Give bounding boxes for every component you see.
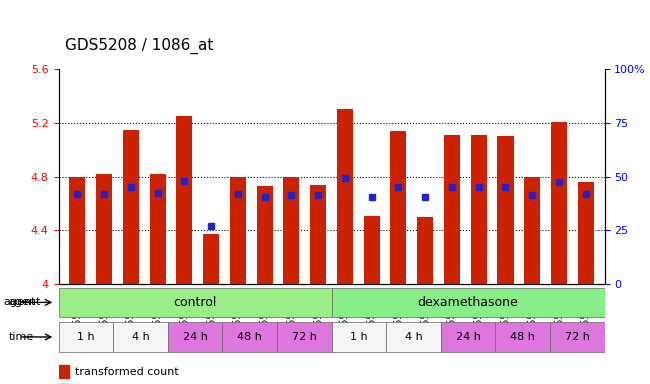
Text: 48 h: 48 h xyxy=(237,332,262,342)
Bar xyxy=(176,116,192,284)
Bar xyxy=(58,365,70,378)
FancyBboxPatch shape xyxy=(495,322,550,352)
Bar xyxy=(310,185,326,284)
Bar xyxy=(417,217,433,284)
Bar xyxy=(230,177,246,284)
Bar xyxy=(150,174,166,284)
Bar xyxy=(444,135,460,284)
FancyBboxPatch shape xyxy=(58,322,113,352)
Bar xyxy=(69,177,85,284)
Text: 48 h: 48 h xyxy=(510,332,535,342)
Bar xyxy=(123,129,139,284)
FancyBboxPatch shape xyxy=(277,322,332,352)
Text: 24 h: 24 h xyxy=(456,332,480,342)
Text: dexamethasone: dexamethasone xyxy=(417,296,519,309)
Text: time: time xyxy=(8,332,34,342)
Bar xyxy=(578,182,594,284)
Text: 24 h: 24 h xyxy=(183,332,207,342)
Text: 72 h: 72 h xyxy=(565,332,590,342)
Bar xyxy=(497,136,514,284)
FancyBboxPatch shape xyxy=(168,322,222,352)
Bar xyxy=(96,174,112,284)
FancyBboxPatch shape xyxy=(332,322,386,352)
FancyBboxPatch shape xyxy=(550,322,604,352)
Bar xyxy=(203,234,219,284)
Text: 1 h: 1 h xyxy=(350,332,368,342)
Text: agent: agent xyxy=(8,297,41,308)
Text: control: control xyxy=(174,296,216,309)
FancyBboxPatch shape xyxy=(441,322,495,352)
Bar xyxy=(391,131,406,284)
Bar xyxy=(363,216,380,284)
Bar xyxy=(337,109,353,284)
Text: agent: agent xyxy=(3,297,36,308)
FancyBboxPatch shape xyxy=(386,322,441,352)
Text: 4 h: 4 h xyxy=(404,332,422,342)
FancyBboxPatch shape xyxy=(222,322,277,352)
Text: 4 h: 4 h xyxy=(131,332,150,342)
Text: transformed count: transformed count xyxy=(75,367,179,377)
Bar xyxy=(257,186,272,284)
FancyBboxPatch shape xyxy=(113,322,168,352)
FancyBboxPatch shape xyxy=(58,288,332,317)
Text: 72 h: 72 h xyxy=(292,332,317,342)
Text: 1 h: 1 h xyxy=(77,332,95,342)
Bar xyxy=(551,121,567,284)
Text: GDS5208 / 1086_at: GDS5208 / 1086_at xyxy=(65,38,213,54)
Bar xyxy=(471,135,487,284)
FancyBboxPatch shape xyxy=(332,288,604,317)
Bar xyxy=(524,177,540,284)
Bar xyxy=(283,177,300,284)
